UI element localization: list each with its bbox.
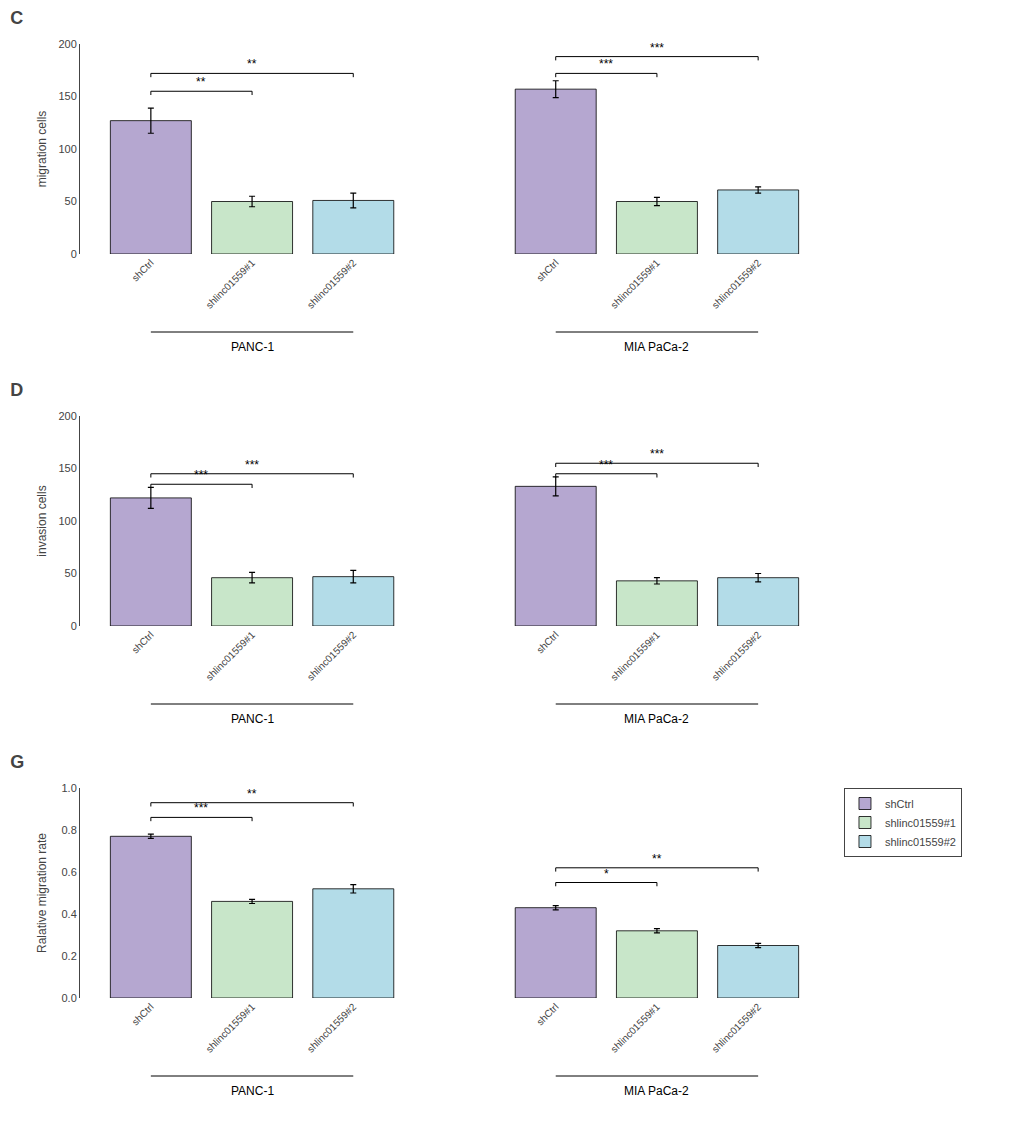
svg-text:shlinc01559#2: shlinc01559#2 [305, 1001, 359, 1055]
svg-text:D: D [10, 380, 23, 400]
svg-text:MIA PaCa-2: MIA PaCa-2 [624, 712, 689, 726]
svg-text:0: 0 [71, 620, 77, 632]
svg-text:PANC-1: PANC-1 [231, 1084, 274, 1098]
svg-text:shlinc01559#2: shlinc01559#2 [710, 629, 764, 683]
svg-text:shlinc01559#1: shlinc01559#1 [204, 1001, 258, 1055]
svg-text:shCtrl: shCtrl [130, 629, 156, 655]
svg-text:shCtrl: shCtrl [130, 257, 156, 283]
svg-text:invasion cells: invasion cells [35, 485, 49, 556]
svg-text:***: *** [599, 57, 613, 71]
svg-text:0: 0 [71, 248, 77, 260]
svg-text:**: ** [247, 57, 257, 71]
svg-text:shlinc01559#1: shlinc01559#1 [608, 629, 662, 683]
svg-text:100: 100 [58, 515, 76, 527]
svg-text:C: C [10, 8, 23, 28]
svg-text:shCtrl: shCtrl [130, 1001, 156, 1027]
svg-text:shlinc01559#1: shlinc01559#1 [608, 257, 662, 311]
svg-text:PANC-1: PANC-1 [231, 712, 274, 726]
svg-text:migration cells: migration cells [35, 111, 49, 188]
svg-text:**: ** [652, 852, 662, 866]
svg-text:shlinc01559#2: shlinc01559#2 [710, 257, 764, 311]
svg-text:shCtrl: shCtrl [534, 1001, 560, 1027]
svg-text:**: ** [247, 787, 257, 801]
svg-text:150: 150 [58, 90, 76, 102]
svg-text:shCtrl: shCtrl [534, 257, 560, 283]
svg-text:shlinc01559#1: shlinc01559#1 [204, 629, 258, 683]
svg-text:shCtrl: shCtrl [885, 798, 914, 810]
svg-text:shlinc01559#1: shlinc01559#1 [885, 817, 956, 829]
svg-text:0.4: 0.4 [62, 908, 77, 920]
svg-text:***: *** [599, 458, 613, 472]
svg-text:0.2: 0.2 [62, 950, 77, 962]
svg-text:100: 100 [58, 143, 76, 155]
svg-text:shlinc01559#2: shlinc01559#2 [710, 1001, 764, 1055]
svg-text:PANC-1: PANC-1 [231, 340, 274, 354]
svg-text:200: 200 [58, 38, 76, 50]
svg-text:Ralative migration rate: Ralative migration rate [35, 833, 49, 953]
svg-text:0.8: 0.8 [62, 824, 77, 836]
svg-text:shlinc01559#2: shlinc01559#2 [885, 836, 956, 848]
svg-text:1.0: 1.0 [62, 782, 77, 794]
svg-text:G: G [10, 752, 24, 772]
svg-text:***: *** [245, 458, 259, 472]
svg-text:shlinc01559#1: shlinc01559#1 [204, 257, 258, 311]
svg-text:***: *** [194, 801, 208, 815]
svg-text:0.0: 0.0 [62, 992, 77, 1004]
svg-text:0.6: 0.6 [62, 866, 77, 878]
svg-text:MIA PaCa-2: MIA PaCa-2 [624, 1084, 689, 1098]
svg-text:***: *** [650, 447, 664, 461]
svg-text:shlinc01559#2: shlinc01559#2 [305, 257, 359, 311]
svg-text:***: *** [194, 468, 208, 482]
svg-text:50: 50 [65, 567, 77, 579]
svg-text:**: ** [196, 75, 206, 89]
svg-text:200: 200 [58, 410, 76, 422]
svg-text:50: 50 [65, 195, 77, 207]
svg-text:shlinc01559#1: shlinc01559#1 [608, 1001, 662, 1055]
svg-text:*: * [604, 867, 609, 881]
svg-text:shCtrl: shCtrl [534, 629, 560, 655]
svg-text:shlinc01559#2: shlinc01559#2 [305, 629, 359, 683]
svg-text:150: 150 [58, 462, 76, 474]
svg-text:MIA PaCa-2: MIA PaCa-2 [624, 340, 689, 354]
svg-text:***: *** [650, 41, 664, 55]
